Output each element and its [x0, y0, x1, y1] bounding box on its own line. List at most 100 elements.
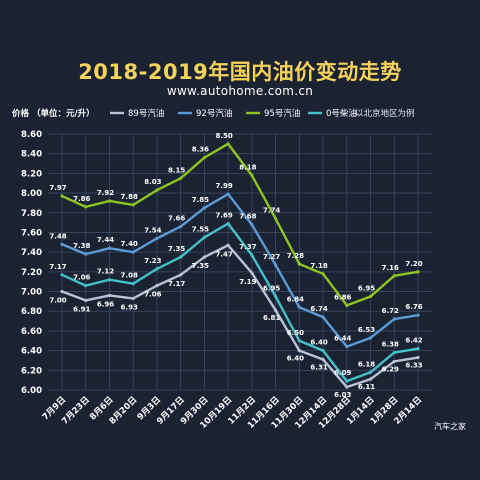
data-label: 7.16	[382, 264, 399, 272]
data-point	[131, 250, 135, 254]
y-tick-label: 6.20	[21, 366, 42, 376]
data-point	[107, 246, 112, 250]
data-point	[226, 142, 230, 146]
data-label: 6.84	[287, 295, 304, 303]
series-lines	[60, 142, 420, 389]
data-point	[321, 357, 325, 362]
data-label: 7.66	[168, 215, 185, 223]
data-point	[368, 294, 373, 299]
data-point	[345, 379, 349, 383]
data-point	[202, 255, 206, 259]
data-point	[107, 199, 112, 203]
y-tick-label: 7.80	[21, 209, 42, 219]
data-label: 6.81	[263, 314, 280, 322]
data-label: 7.44	[97, 236, 114, 244]
data-point	[202, 206, 206, 210]
data-label: 6.38	[382, 341, 399, 349]
data-label: 6.44	[334, 335, 351, 343]
data-label: 6.74	[310, 305, 327, 313]
data-point	[60, 194, 64, 198]
data-label: 7.85	[192, 196, 209, 204]
data-label: 6.50	[287, 329, 304, 337]
grid	[48, 133, 432, 391]
data-label: 6.76	[405, 303, 422, 311]
data-label: 7.48	[49, 232, 66, 240]
data-label: 6.03	[334, 391, 351, 399]
data-label: 8.50	[215, 132, 232, 140]
data-label: 6.40	[287, 355, 304, 363]
data-point	[250, 222, 254, 227]
y-tick-label: 6.60	[21, 327, 42, 337]
data-label: 7.92	[97, 189, 114, 197]
data-label: 6.29	[382, 365, 399, 373]
data-point	[131, 203, 135, 207]
data-point	[250, 271, 254, 275]
data-label: 6.93	[121, 303, 138, 311]
series-line-1	[61, 192, 419, 348]
y-tick-label: 8.40	[21, 150, 42, 160]
y-tick-label: 7.60	[21, 228, 42, 238]
data-label: 7.55	[192, 225, 209, 233]
data-label: 7.97	[49, 184, 66, 192]
data-point	[392, 274, 396, 278]
data-label: 7.23	[144, 257, 161, 265]
data-label: 7.47	[215, 250, 232, 258]
data-point	[274, 217, 278, 221]
data-label: 7.06	[73, 274, 90, 282]
data-point	[345, 345, 349, 349]
data-label: 6.53	[358, 326, 375, 334]
data-point	[107, 278, 112, 282]
data-point	[297, 339, 301, 343]
data-label: 6.72	[382, 307, 399, 315]
data-point	[345, 385, 349, 389]
y-tick-label: 8.60	[21, 130, 42, 140]
data-point	[84, 205, 88, 209]
data-point	[274, 263, 278, 267]
data-label: 6.40	[310, 339, 327, 347]
data-point	[202, 235, 206, 239]
data-label: 7.40	[121, 240, 138, 248]
data-point	[155, 236, 159, 240]
series-line-3	[61, 222, 419, 383]
data-point	[392, 350, 396, 355]
data-label: 6.96	[97, 300, 114, 308]
data-label: 7.38	[73, 242, 90, 250]
data-label: 7.68	[239, 213, 256, 221]
legend-label: 92号汽油	[196, 108, 232, 119]
data-label: 7.08	[121, 272, 138, 280]
data-point	[392, 359, 396, 364]
data-label: 7.88	[121, 193, 138, 201]
y-axis: 6.00 6.20 6.40 6.60 6.80 7.00 7.20 7.40 7.60 7.80…	[21, 130, 42, 396]
data-label: 6.31	[310, 363, 327, 371]
data-label: 7.17	[49, 263, 66, 271]
data-label: 7.06	[144, 291, 161, 299]
data-label: 6.95	[263, 284, 280, 292]
data-point	[155, 267, 159, 271]
data-point	[131, 296, 135, 301]
data-point	[179, 224, 183, 229]
data-label: 7.35	[192, 262, 209, 270]
data-point	[416, 355, 420, 360]
data-point	[416, 313, 420, 317]
data-point	[60, 289, 64, 294]
legend-label: 89号汽油	[128, 108, 164, 119]
data-label: 8.36	[192, 146, 209, 154]
data-point	[107, 293, 112, 298]
data-label: 8.15	[168, 166, 185, 174]
data-point	[368, 336, 373, 340]
y-tick-label: 6.00	[21, 386, 42, 396]
data-label: 7.18	[310, 262, 327, 270]
data-label: 7.27	[263, 253, 280, 261]
data-point	[84, 252, 88, 256]
data-point	[155, 284, 159, 288]
chart-subtitle: www.autohome.com.cn	[166, 84, 314, 98]
data-label: 7.54	[144, 226, 161, 234]
data-label: 7.86	[73, 195, 90, 203]
y-tick-label: 8.20	[21, 169, 42, 179]
data-label: 7.00	[49, 297, 66, 305]
data-label: 6.09	[334, 369, 351, 377]
data-point	[84, 298, 88, 302]
data-point	[416, 347, 420, 351]
